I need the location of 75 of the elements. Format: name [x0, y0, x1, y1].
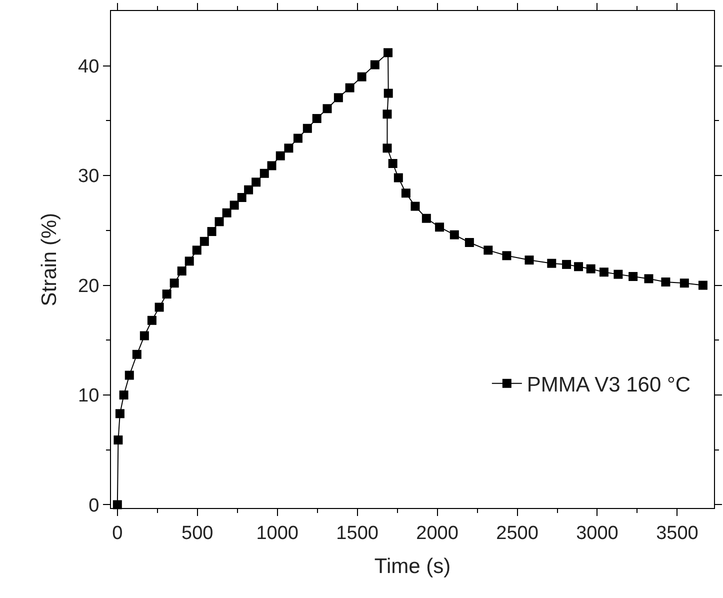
point	[302, 124, 312, 133]
point	[260, 168, 269, 178]
point	[384, 88, 393, 98]
point	[184, 256, 194, 266]
point	[524, 256, 534, 265]
point	[132, 350, 142, 359]
point	[192, 246, 202, 255]
y-tick-label: 10	[78, 386, 100, 407]
point	[237, 193, 246, 202]
point	[284, 144, 294, 153]
point	[484, 246, 493, 255]
y-tick-label: 30	[78, 166, 100, 188]
point	[698, 280, 708, 290]
point	[410, 202, 420, 211]
point	[147, 316, 156, 325]
point	[382, 144, 392, 153]
point	[599, 268, 608, 277]
x-tick-label: 3500	[656, 522, 698, 544]
point	[140, 331, 149, 340]
point	[276, 151, 285, 160]
y-tick-label: 20	[78, 276, 100, 297]
x-tick-label: 500	[182, 522, 214, 544]
point	[230, 200, 239, 210]
point	[680, 278, 689, 288]
point	[252, 178, 261, 187]
point	[312, 114, 322, 124]
x-tick-label: 1500	[336, 522, 378, 544]
point	[450, 230, 459, 240]
point	[435, 222, 444, 232]
point	[586, 264, 596, 274]
point	[388, 159, 398, 168]
x-tick-label: 1000	[256, 522, 298, 544]
point	[628, 272, 638, 282]
point	[154, 302, 164, 312]
x-tick-label: 0	[112, 522, 123, 544]
point	[114, 435, 123, 444]
point	[345, 83, 354, 92]
point	[244, 185, 254, 194]
point	[207, 227, 216, 236]
point	[334, 93, 343, 102]
point	[222, 208, 232, 218]
point	[661, 277, 670, 286]
y-axis-title: Strain (%)	[38, 212, 62, 306]
point	[547, 258, 556, 268]
point	[574, 262, 584, 272]
x-tick-label: 3000	[576, 522, 618, 544]
point	[384, 48, 393, 58]
point	[422, 214, 431, 223]
point	[124, 370, 134, 380]
y-tick-label: 40	[78, 56, 100, 78]
legend-label: PMMA V3 160 °C	[526, 374, 691, 397]
point	[293, 134, 302, 143]
point	[394, 173, 403, 182]
y-tick-label: 0	[88, 495, 100, 516]
point	[267, 161, 276, 170]
x-tick-label: 2500	[496, 522, 538, 544]
x-axis-title: Time (s)	[374, 555, 451, 578]
point	[464, 238, 474, 247]
point	[115, 409, 124, 418]
point	[322, 104, 332, 114]
point	[562, 260, 572, 269]
point	[401, 188, 410, 198]
point	[177, 266, 186, 276]
point	[357, 72, 366, 82]
point	[214, 217, 224, 226]
point	[162, 290, 172, 299]
point	[644, 274, 654, 284]
point	[502, 251, 512, 260]
point	[119, 390, 128, 400]
point	[170, 278, 179, 288]
point	[370, 60, 380, 70]
point	[614, 270, 623, 279]
point	[382, 110, 392, 119]
x-tick-label: 2000	[416, 522, 458, 544]
point	[200, 236, 209, 246]
